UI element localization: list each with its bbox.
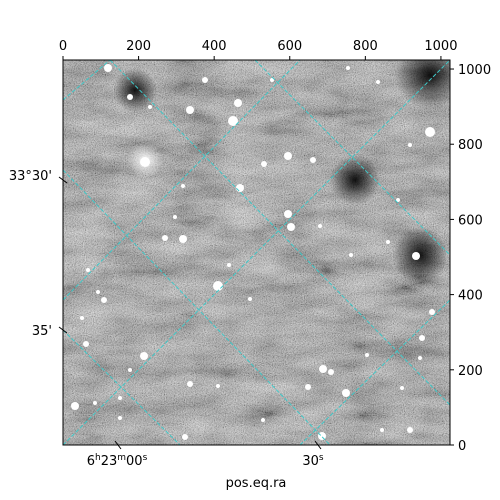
star <box>234 99 242 107</box>
sky-image <box>63 60 450 445</box>
star <box>407 427 413 433</box>
star <box>202 77 208 83</box>
star <box>162 235 168 241</box>
grid-line <box>299 299 450 445</box>
star <box>328 369 334 375</box>
stars <box>71 64 435 440</box>
star <box>365 353 369 357</box>
star <box>104 64 112 72</box>
x-axis-label: pos.eq.ra <box>226 476 287 491</box>
star <box>380 428 384 432</box>
star <box>140 352 148 360</box>
star <box>173 215 177 219</box>
star <box>418 356 422 360</box>
star <box>376 80 380 84</box>
star <box>284 210 292 218</box>
right-tick-label: 0 <box>458 439 466 454</box>
star <box>179 235 187 243</box>
star <box>261 418 265 422</box>
dec-tick-label: 33°30' <box>9 169 52 184</box>
grid-line <box>63 169 331 445</box>
star <box>349 253 353 257</box>
grid-line <box>63 60 450 445</box>
star <box>236 184 244 192</box>
right-tick-label: 800 <box>458 138 483 153</box>
top-tick-label: 0 <box>59 39 67 54</box>
star <box>429 309 435 315</box>
star <box>148 105 152 109</box>
star <box>386 240 390 244</box>
dec-tick-label: 35' <box>32 324 52 339</box>
star <box>213 281 223 291</box>
star <box>261 161 267 167</box>
top-tick-label: 400 <box>202 39 227 54</box>
star <box>86 268 90 272</box>
star <box>128 368 132 372</box>
star <box>346 66 350 70</box>
star <box>181 184 185 188</box>
star <box>396 198 400 202</box>
star <box>284 152 292 160</box>
ra-tick <box>314 440 322 450</box>
star <box>270 78 274 82</box>
star <box>187 381 193 387</box>
right-tick-label: 1000 <box>458 63 491 78</box>
plot-frame <box>62 59 451 446</box>
star <box>127 94 133 100</box>
star <box>101 297 107 303</box>
star <box>318 224 322 228</box>
top-tick-label: 200 <box>126 39 151 54</box>
star <box>71 402 79 410</box>
star <box>216 384 220 388</box>
star <box>227 263 231 267</box>
ra-tick-label: 30s <box>302 453 324 469</box>
star <box>182 434 188 440</box>
grid-line <box>63 60 111 101</box>
top-tick-label: 1000 <box>424 39 457 54</box>
star <box>287 223 295 231</box>
grid-line <box>63 329 181 445</box>
star <box>305 384 311 390</box>
star <box>118 396 122 400</box>
star <box>186 106 194 114</box>
right-tick-label: 600 <box>458 213 483 228</box>
dec-tick <box>58 176 68 184</box>
star <box>83 341 89 347</box>
grid-line <box>254 60 450 256</box>
star <box>425 127 435 137</box>
star <box>140 157 150 167</box>
star <box>248 297 252 301</box>
ra-tick <box>114 440 122 450</box>
right-tick-label: 200 <box>458 364 483 379</box>
top-tick-label: 600 <box>277 39 302 54</box>
star <box>118 416 122 420</box>
star <box>342 389 350 397</box>
top-tick-label: 800 <box>353 39 378 54</box>
star <box>412 252 420 260</box>
star <box>93 401 97 405</box>
star <box>408 143 412 147</box>
ticks: 0 200 400 600 800 1000 0 200 400 600 800 1000 6h23m0… <box>9 39 491 469</box>
star <box>80 316 84 320</box>
right-tick-label: 400 <box>458 289 483 304</box>
star <box>96 290 100 294</box>
star <box>310 157 316 163</box>
star <box>228 116 238 126</box>
grid-line <box>63 60 301 301</box>
star <box>419 335 425 341</box>
dec-tick <box>58 326 68 334</box>
coordinate-grid <box>63 60 450 445</box>
ra-tick-label: 6h23m00s <box>87 453 148 469</box>
star <box>319 365 327 373</box>
star <box>400 386 404 390</box>
grid-line <box>109 60 450 406</box>
